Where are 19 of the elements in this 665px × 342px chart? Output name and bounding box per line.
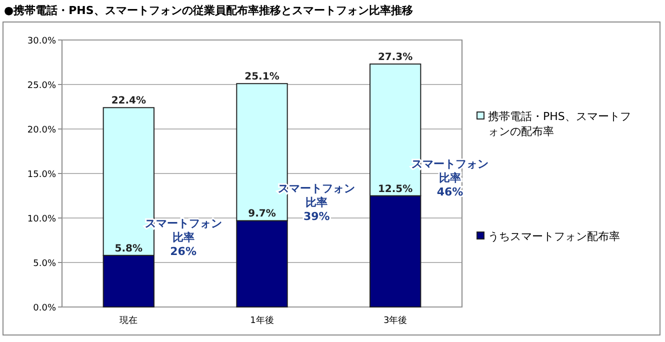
y-tick-label: 20.0% — [27, 126, 56, 136]
y-tick-label: 30.0% — [27, 36, 56, 46]
y-tick-label: 25.0% — [27, 81, 56, 91]
data-label: 12.5% — [378, 184, 413, 195]
y-tick-label: 10.0% — [27, 214, 56, 224]
y-tick-label: 5.0% — [33, 259, 56, 269]
y-tick-label: 0.0% — [33, 304, 56, 314]
data-label: 9.7% — [248, 208, 276, 220]
chart-title: ●携帯電話・PHS、スマートフォンの従業員配布率推移とスマートフォン比率推移 — [4, 4, 413, 17]
total-label: 25.1% — [244, 72, 280, 83]
total-label: 22.4% — [111, 96, 146, 107]
legend-label: うちスマートフォン配布率 — [488, 230, 620, 243]
x-tick-label: 3年後 — [383, 315, 408, 326]
data-label: 5.8% — [114, 243, 143, 254]
x-tick-label: 1年後 — [250, 315, 274, 326]
x-tick-label: 現在 — [120, 315, 138, 326]
total-label: 27.3% — [378, 52, 413, 64]
legend-label: 携帯電話・PHS、スマートフォンの配布率 — [488, 110, 631, 138]
y-tick-label: 15.0% — [27, 170, 56, 180]
